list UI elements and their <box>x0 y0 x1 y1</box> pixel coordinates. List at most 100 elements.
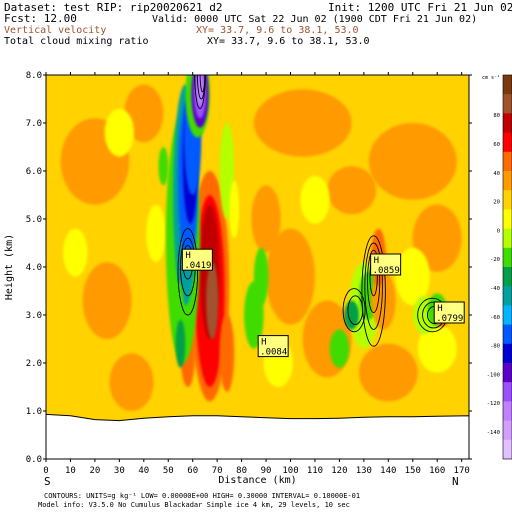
velocity-blob-18 <box>146 204 166 263</box>
cloud-high-letter-3: H <box>437 304 442 314</box>
x-tick-label-1: 10 <box>65 466 76 476</box>
velocity-blob-38 <box>229 180 240 239</box>
field-vertical-velocity-label: Vertical velocity <box>4 25 107 36</box>
velocity-blob-6 <box>82 262 132 339</box>
velocity-blob-47 <box>329 329 350 368</box>
y-tick-label-2: 2.0 <box>26 359 42 369</box>
colorbar-swatch-15 <box>503 363 512 383</box>
colorbar-swatch-1 <box>503 94 512 114</box>
x-tick-label-16: 160 <box>429 466 445 476</box>
x-tick-label-10: 100 <box>282 466 298 476</box>
colorbar-label-2: 40 <box>493 171 500 177</box>
dataset-title: Dataset: test RIP: rip20020621 d2 <box>4 1 223 14</box>
y-tick-label-4: 4.0 <box>26 263 42 273</box>
x-axis-label: Distance (km) <box>218 475 296 486</box>
colorbar-swatch-18 <box>503 420 512 441</box>
x-tick-label-5: 50 <box>163 466 174 476</box>
colorbar-swatch-0 <box>503 75 512 95</box>
y-tick-label-7: 7.0 <box>26 119 42 129</box>
cloud-high-box-3 <box>433 301 465 324</box>
y-tick-label-0: 0.0 <box>26 455 42 465</box>
velocity-blob-11 <box>109 353 154 412</box>
colorbar-label-0: 80 <box>493 113 500 119</box>
velocity-blob-23 <box>219 315 235 392</box>
vertical-velocity-field <box>46 75 469 459</box>
colorbar-label-11: -140 <box>487 430 500 436</box>
contour-info: CONTOURS: UNITS=g kg⁻¹ LOW= 0.00000E+00 … <box>44 492 361 500</box>
y-tick-label-8: 8.0 <box>26 71 42 81</box>
x-tick-label-15: 150 <box>405 466 421 476</box>
colorbar-swatch-5 <box>503 171 512 191</box>
cross-section-endpoints-vv: XY= 33.7, 9.6 to 38.1, 53.0 <box>196 25 359 36</box>
colorbar-swatch-12 <box>503 305 512 326</box>
velocity-blob-4 <box>251 185 281 253</box>
x-tick-label-6: 60 <box>187 466 198 476</box>
terrain-profile <box>45 413 470 460</box>
velocity-blob-15 <box>395 247 430 306</box>
colorbar-label-7: -60 <box>490 315 500 321</box>
x-tick-label-13: 130 <box>356 466 372 476</box>
x-tick-label-4: 40 <box>138 466 149 476</box>
velocity-blob-7 <box>266 228 315 325</box>
cloud-high-letter-1: H <box>374 256 379 266</box>
cloud-high-box-1 <box>370 253 402 276</box>
cloud-contour-0-1 <box>196 75 206 100</box>
colorbar-label-6: -40 <box>490 286 500 292</box>
colorbar-swatch-4 <box>503 151 512 172</box>
cloud-high-value-2: .0084 <box>260 348 287 358</box>
velocity-blob-14 <box>300 175 330 224</box>
colorbar-swatch-13 <box>503 324 512 345</box>
colorbar-label-1: 60 <box>493 142 500 148</box>
cloud-high-box-0 <box>181 248 213 271</box>
colorbar-swatch-2 <box>503 113 512 134</box>
colorbar-swatch-17 <box>503 401 512 422</box>
x-tick-label-9: 90 <box>261 466 272 476</box>
velocity-blob-36 <box>158 147 169 186</box>
cloud-high-value-1: .0859 <box>373 266 400 276</box>
velocity-blob-17 <box>417 324 457 373</box>
x-tick-label-7: 70 <box>212 466 223 476</box>
colorbar-swatch-9 <box>503 247 512 268</box>
cloud-high-value-3: .0799 <box>436 314 463 324</box>
velocity-blob-35 <box>175 319 186 368</box>
cloud-contour-1-0 <box>177 228 199 316</box>
colorbar-label-4: 0 <box>497 228 500 234</box>
velocity-blob-22 <box>206 262 219 339</box>
colorbar-swatch-3 <box>503 132 512 153</box>
colorbar-label-10: -120 <box>487 401 500 407</box>
cloud-contour-3-0 <box>342 288 366 333</box>
cloud-contour-3-1 <box>347 295 364 326</box>
x-tick-label-8: 80 <box>236 466 247 476</box>
y-tick-label-5: 5.0 <box>26 215 42 225</box>
colorbar-swatch-7 <box>503 209 512 230</box>
colorbar-label-8: -80 <box>490 344 500 350</box>
colorbar: cm s⁻¹ 80 60 40 20 0 -20 -40 -60 -80 -100 -120 -140 <box>482 74 512 460</box>
colorbar-label-5: -20 <box>490 257 500 263</box>
cloud-high-value-0: .0419 <box>184 261 211 271</box>
x-tick-label-12: 120 <box>331 466 347 476</box>
y-axis-label: Height (km) <box>4 234 15 300</box>
colorbar-swatch-10 <box>503 267 512 287</box>
x-tick-label-14: 140 <box>380 466 396 476</box>
velocity-blob-12 <box>63 228 88 277</box>
valid-time: Valid: 0000 UTC Sat 22 Jun 02 (1900 CDT … <box>152 14 478 25</box>
velocity-blob-2 <box>253 89 352 157</box>
field-cloud-mixing-ratio-label: Total cloud mixing ratio <box>4 36 149 47</box>
y-tick-label-1: 1.0 <box>26 407 42 417</box>
velocity-blob-3 <box>368 122 457 200</box>
cloud-high-letter-2: H <box>261 338 266 348</box>
end-label-north: N <box>452 475 459 488</box>
axes: 0 10 20 30 40 50 60 70 80 90 100 110 120 130 140 150 160… <box>4 71 472 486</box>
cloud-high-box-2 <box>257 335 289 358</box>
cloud-mixing-ratio-contours <box>177 75 448 347</box>
colorbar-swatch-11 <box>503 286 512 306</box>
colorbar-units: cm s⁻¹ <box>482 75 500 81</box>
cloud-contour-0-2 <box>199 75 206 93</box>
velocity-blob-5 <box>327 166 377 215</box>
model-info: Model info: V3.5.0 No Cumulus Blackadar … <box>38 501 350 509</box>
cloud-contour-2-1 <box>364 242 383 330</box>
colorbar-swatch-16 <box>503 382 512 402</box>
colorbar-label-3: 20 <box>493 200 500 206</box>
velocity-blob-9 <box>412 204 462 272</box>
